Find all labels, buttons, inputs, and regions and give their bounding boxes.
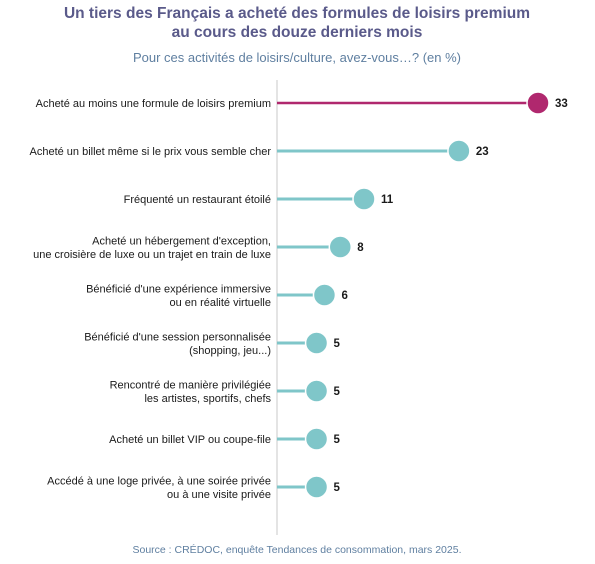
value-label: 5 bbox=[334, 482, 341, 494]
value-label: 5 bbox=[334, 338, 341, 350]
category-label: les artistes, sportifs, chefs bbox=[144, 393, 271, 405]
value-label: 8 bbox=[357, 242, 364, 254]
lollipop-dot bbox=[352, 187, 376, 211]
category-label: ou à une visite privée bbox=[167, 489, 271, 501]
value-label: 11 bbox=[381, 194, 394, 206]
value-label: 5 bbox=[334, 434, 341, 446]
category-label: une croisière de luxe ou un trajet en tr… bbox=[33, 249, 271, 261]
category-label: Bénéficié d'une session personnalisée bbox=[84, 331, 271, 343]
lollipop-dot bbox=[526, 91, 550, 115]
chart-subtitle: Pour ces activités de loisirs/culture, a… bbox=[133, 50, 461, 65]
chart-title-line-1: Un tiers des Français a acheté des formu… bbox=[64, 5, 530, 22]
value-label: 33 bbox=[555, 98, 568, 110]
category-label: Bénéficié d'une expérience immersive bbox=[86, 283, 271, 295]
category-label: Rencontré de manière privilégiée bbox=[110, 379, 271, 391]
lollipop-dot bbox=[304, 331, 329, 355]
chart-marks: 33 Acheté au moins une formule de loisirs… bbox=[30, 91, 568, 501]
value-label: 5 bbox=[334, 386, 341, 398]
category-label: Accédé à une loge privée, à une soirée p… bbox=[47, 475, 271, 487]
lollipop-dot bbox=[304, 475, 329, 499]
category-label: (shopping, jeu...) bbox=[189, 345, 271, 357]
value-label: 6 bbox=[341, 290, 347, 302]
lollipop-dot bbox=[304, 379, 329, 403]
lollipop-dot bbox=[312, 283, 337, 307]
lollipop-dot bbox=[304, 427, 329, 451]
category-label: Acheté un billet même si le prix vous se… bbox=[30, 146, 272, 158]
value-label: 23 bbox=[476, 146, 489, 158]
category-label: ou en réalité virtuelle bbox=[169, 297, 271, 309]
lollipop-dot bbox=[328, 235, 353, 259]
chart-title-line-2: au cours des douze derniers mois bbox=[172, 24, 423, 41]
category-label: Acheté un hébergement d'exception, bbox=[92, 235, 271, 247]
category-label: Acheté au moins une formule de loisirs p… bbox=[36, 98, 271, 110]
category-label: Fréquenté un restaurant étoilé bbox=[124, 194, 271, 206]
category-label: Acheté un billet VIP ou coupe-file bbox=[109, 434, 271, 446]
source-note: Source : CRÉDOC, enquête Tendances de co… bbox=[133, 543, 462, 556]
lollipop-dot bbox=[447, 139, 471, 163]
